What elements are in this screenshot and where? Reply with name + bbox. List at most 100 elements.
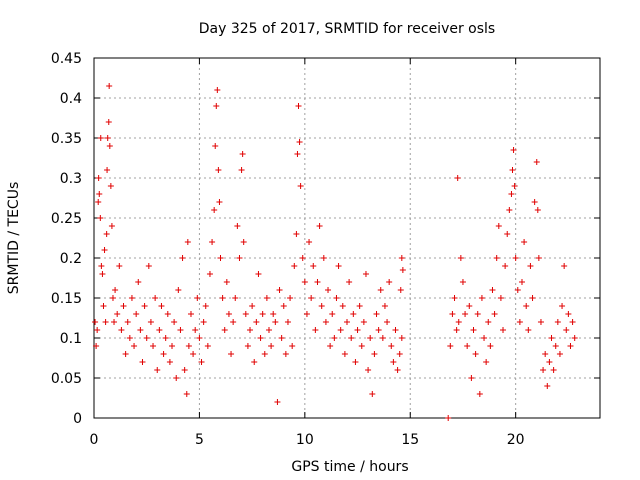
data-point <box>464 343 471 349</box>
data-point <box>278 335 285 341</box>
data-point <box>312 327 319 333</box>
data-point <box>295 103 302 109</box>
data-point <box>540 367 547 373</box>
data-point <box>137 327 144 333</box>
data-point <box>487 343 494 349</box>
data-point <box>112 287 119 293</box>
data-point <box>139 359 146 365</box>
data-point <box>296 139 303 145</box>
data-point <box>212 143 219 149</box>
data-point <box>563 327 570 333</box>
data-point <box>481 335 488 341</box>
data-point <box>483 359 490 365</box>
data-point <box>511 183 518 189</box>
data-point <box>318 303 325 309</box>
x-tick-label: 5 <box>195 432 204 448</box>
data-point <box>322 319 329 325</box>
data-point <box>478 295 485 301</box>
data-point <box>445 415 452 421</box>
chart-title: Day 325 of 2017, SRMTID for receiver osl… <box>199 21 495 37</box>
axes <box>93 57 601 419</box>
data-point <box>325 287 332 293</box>
data-point <box>552 343 559 349</box>
data-point <box>369 391 376 397</box>
data-point <box>510 147 517 153</box>
data-point <box>114 311 121 317</box>
data-point <box>147 319 154 325</box>
data-point <box>508 191 515 197</box>
data-point <box>104 135 111 141</box>
data-point <box>375 327 382 333</box>
data-point <box>150 343 157 349</box>
data-point <box>221 327 228 333</box>
data-point <box>542 351 549 357</box>
data-point <box>331 335 338 341</box>
data-point <box>213 103 220 109</box>
data-point <box>287 295 294 301</box>
data-point <box>529 295 536 301</box>
data-point <box>98 263 105 269</box>
data-point <box>228 351 235 357</box>
data-point <box>261 351 268 357</box>
data-point <box>268 343 275 349</box>
y-axis-label: SRMTID / TECUs <box>6 182 22 295</box>
data-point <box>373 311 380 317</box>
data-point <box>196 335 203 341</box>
data-point <box>217 255 224 261</box>
data-point <box>93 343 100 349</box>
data-point <box>97 135 104 141</box>
data-point <box>399 267 406 273</box>
data-point <box>525 327 532 333</box>
data-point <box>133 311 140 317</box>
data-point <box>164 311 171 317</box>
data-point <box>101 247 108 253</box>
tick-labels: 0 0.05 0.1 0.15 0.2 0.25 0.3 0.35 0.4 0.45 0 5 10 15 2… <box>51 51 525 448</box>
data-point <box>523 303 530 309</box>
data-point <box>466 303 473 309</box>
x-tick-label: 15 <box>401 432 419 448</box>
y-tick-label: 0 <box>73 411 82 427</box>
data-point <box>360 319 367 325</box>
x-tick-label: 0 <box>90 432 99 448</box>
data-point <box>548 335 555 341</box>
data-point <box>145 263 152 269</box>
data-point <box>239 151 246 157</box>
data-point <box>265 327 272 333</box>
data-point <box>131 343 138 349</box>
data-point <box>154 367 161 373</box>
data-point <box>297 183 304 189</box>
data-point <box>272 319 279 325</box>
data-point <box>468 375 475 381</box>
data-point <box>356 303 363 309</box>
data-point <box>348 335 355 341</box>
data-point <box>306 239 313 245</box>
data-point <box>190 351 197 357</box>
data-point <box>225 311 232 317</box>
data-point <box>457 255 464 261</box>
data-point <box>97 215 104 221</box>
y-tick-label: 0.15 <box>51 291 82 307</box>
data-point <box>316 223 323 229</box>
data-point <box>95 175 102 181</box>
data-point <box>365 367 372 373</box>
data-point <box>301 279 308 285</box>
data-point <box>232 295 239 301</box>
data-point <box>333 295 340 301</box>
data-point <box>535 255 542 261</box>
plot-frame <box>93 57 601 419</box>
y-tick-label: 0.35 <box>51 131 82 147</box>
data-point <box>352 359 359 365</box>
data-point <box>506 207 513 213</box>
data-point <box>204 343 211 349</box>
data-point <box>247 327 254 333</box>
data-point <box>299 255 306 261</box>
data-point <box>472 351 479 357</box>
data-point <box>565 311 572 317</box>
data-point <box>310 263 317 269</box>
data-point <box>105 119 112 125</box>
data-point <box>171 319 178 325</box>
y-tick-label: 0.3 <box>60 171 82 187</box>
data-point <box>451 295 458 301</box>
y-tick-label: 0.1 <box>60 331 82 347</box>
